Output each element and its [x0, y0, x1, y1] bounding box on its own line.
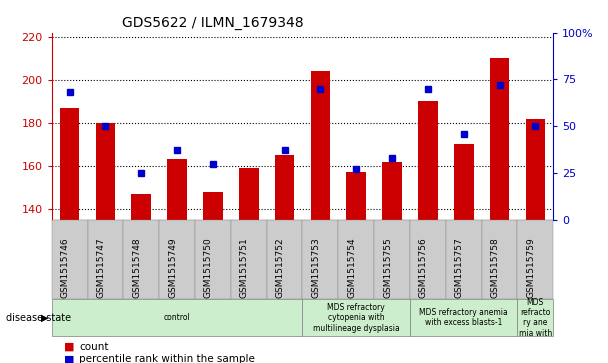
Text: GSM1515756: GSM1515756 [419, 238, 428, 298]
Text: ■: ■ [64, 354, 74, 363]
Bar [489, 58, 510, 220]
Text: ■: ■ [64, 342, 74, 352]
Bar [167, 159, 187, 220]
Text: GSM1515752: GSM1515752 [275, 238, 285, 298]
Bar [418, 101, 438, 220]
Text: MDS refractory anemia
with excess blasts-1: MDS refractory anemia with excess blasts… [420, 308, 508, 327]
Text: GSM1515757: GSM1515757 [455, 238, 464, 298]
Bar [454, 144, 474, 220]
Text: GSM1515749: GSM1515749 [168, 238, 177, 298]
Bar [525, 119, 545, 220]
Text: disease state: disease state [6, 313, 71, 323]
Bar [275, 155, 294, 220]
Text: GSM1515748: GSM1515748 [133, 238, 141, 298]
Bar [382, 162, 402, 220]
Bar [311, 72, 330, 220]
Text: GSM1515759: GSM1515759 [527, 238, 536, 298]
Bar [239, 168, 258, 220]
Text: GSM1515753: GSM1515753 [311, 238, 320, 298]
Bar [95, 123, 116, 220]
Text: percentile rank within the sample: percentile rank within the sample [79, 354, 255, 363]
Text: GDS5622 / ILMN_1679348: GDS5622 / ILMN_1679348 [122, 16, 303, 30]
Bar [347, 172, 366, 220]
Text: GSM1515747: GSM1515747 [97, 238, 105, 298]
Text: GSM1515754: GSM1515754 [347, 238, 356, 298]
Text: GSM1515755: GSM1515755 [383, 238, 392, 298]
Text: GSM1515750: GSM1515750 [204, 238, 213, 298]
Text: GSM1515758: GSM1515758 [491, 238, 500, 298]
Text: GSM1515746: GSM1515746 [61, 238, 69, 298]
Text: control: control [164, 313, 190, 322]
Bar [60, 108, 80, 220]
Text: GSM1515751: GSM1515751 [240, 238, 249, 298]
Text: MDS refractory
cytopenia with
multilineage dysplasia: MDS refractory cytopenia with multilinea… [313, 303, 399, 333]
Text: count: count [79, 342, 109, 352]
Bar [203, 192, 223, 220]
Text: ▶: ▶ [41, 313, 49, 323]
Bar [131, 194, 151, 220]
Text: MDS
refracto
ry ane
mia with: MDS refracto ry ane mia with [519, 298, 552, 338]
